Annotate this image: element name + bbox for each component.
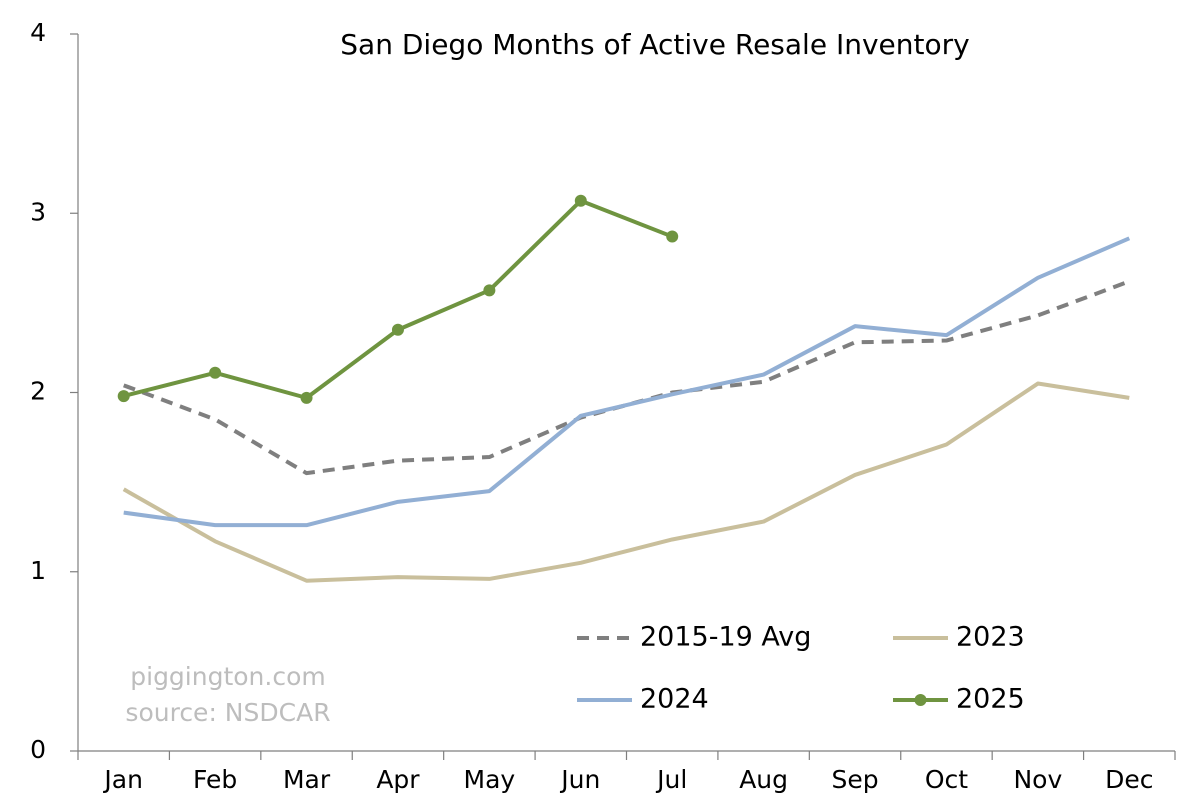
x-tick-label: Nov [1013, 765, 1062, 794]
series-marker [574, 194, 587, 207]
series-marker [117, 390, 130, 403]
series-line [122, 381, 1130, 583]
series-line [123, 198, 673, 400]
legend-marker [914, 694, 927, 706]
x-tick-label: Sep [831, 765, 878, 794]
x-tick-label: Mar [283, 765, 331, 794]
series-marker [391, 323, 404, 336]
series-line [123, 279, 1130, 476]
series-marker [300, 391, 313, 404]
x-tick-label: Jan [102, 765, 143, 794]
x-tick-label: Aug [739, 765, 788, 794]
y-tick-label: 4 [30, 18, 46, 47]
x-tick-label: Feb [193, 765, 237, 794]
y-tick-label: 0 [30, 735, 46, 764]
watermark: piggington.com [130, 662, 326, 691]
legend-label: 2024 [640, 684, 709, 715]
x-tick-label: May [464, 765, 516, 794]
chart-title: San Diego Months of Active Resale Invent… [340, 28, 969, 61]
x-tick-label: Dec [1105, 765, 1153, 794]
y-tick-label: 3 [30, 197, 46, 226]
x-tick-label: Apr [376, 765, 420, 794]
series-marker [483, 284, 496, 297]
source-note: source: NSDCAR [125, 698, 330, 727]
legend-label: 2023 [956, 622, 1025, 653]
x-tick-label: Jul [655, 765, 687, 794]
y-tick-label: 2 [30, 377, 46, 406]
legend-label: 2015-19 Avg [640, 622, 811, 653]
x-tick-label: Jun [559, 765, 600, 794]
legend-label: 2025 [956, 684, 1025, 715]
series-marker [209, 366, 222, 379]
x-tick-label: Oct [925, 765, 968, 794]
series-marker [666, 230, 679, 243]
series-line [123, 236, 1131, 528]
y-tick-label: 1 [30, 556, 46, 585]
